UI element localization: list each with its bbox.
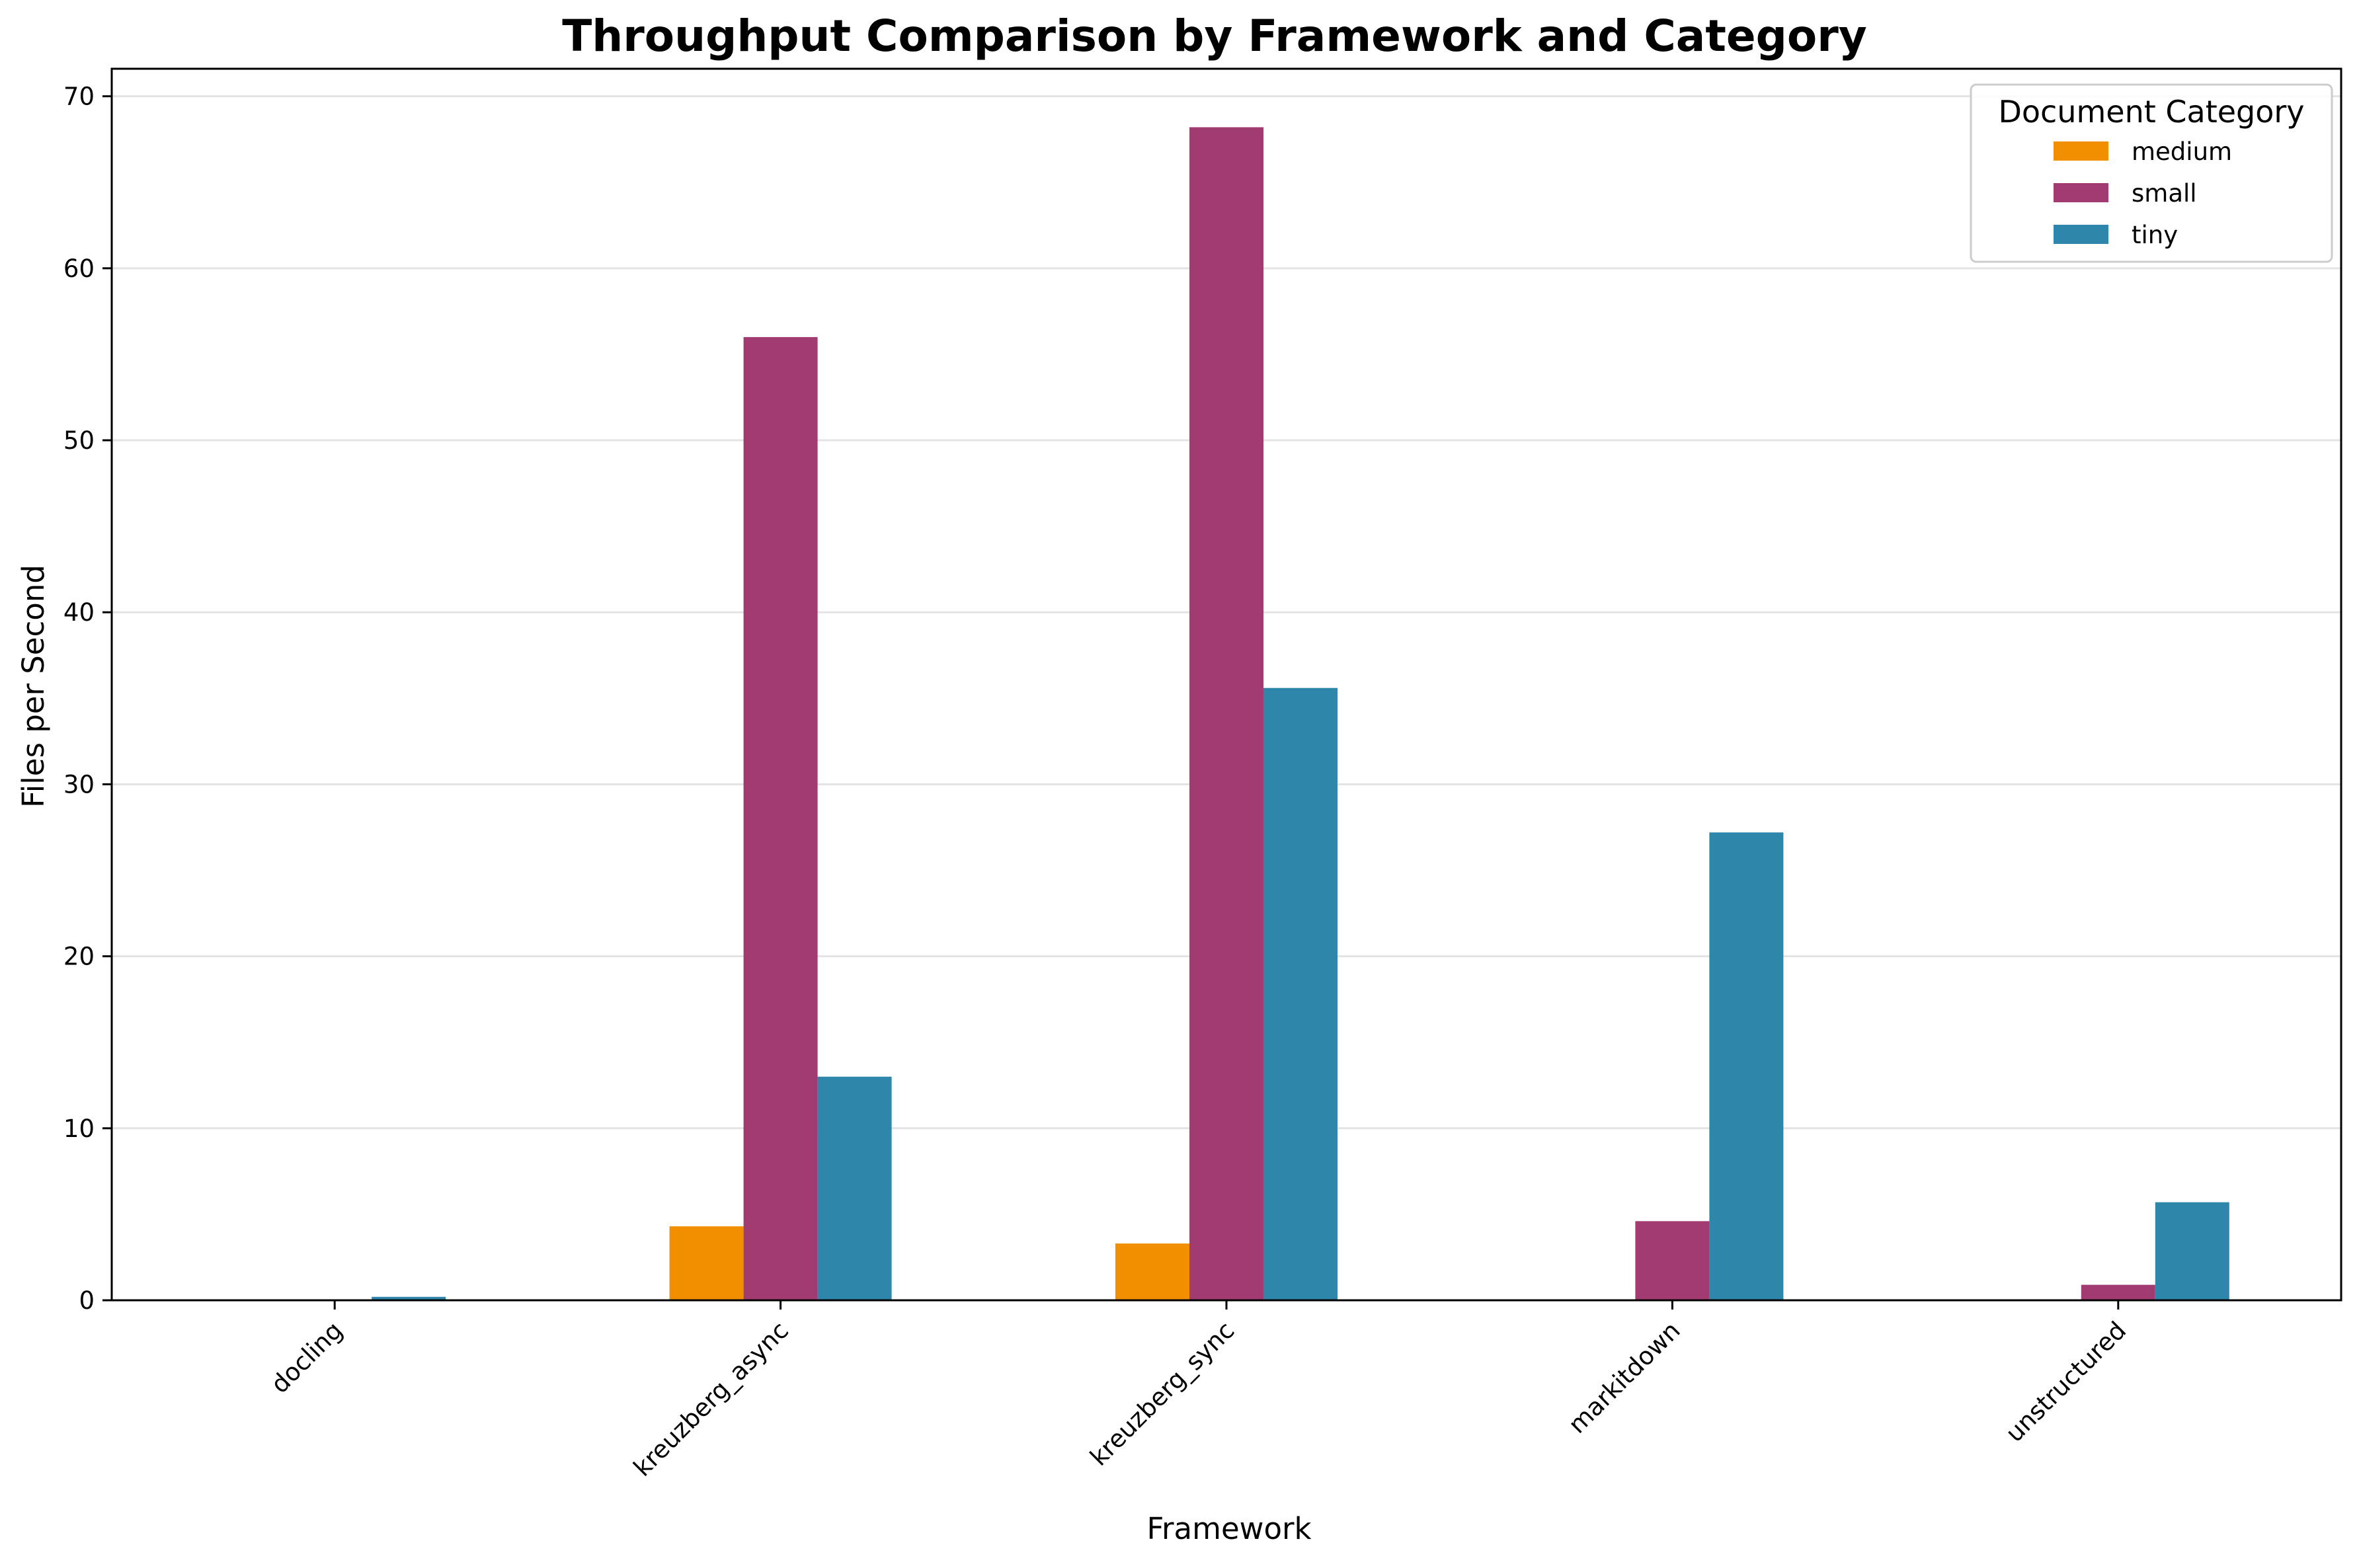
bar-small-markitdown bbox=[1635, 1221, 1710, 1300]
chart-title: Throughput Comparison by Framework and C… bbox=[562, 11, 1867, 61]
y-tick-label: 60 bbox=[63, 255, 95, 283]
legend-swatch-medium bbox=[2054, 141, 2108, 161]
y-tick-label: 50 bbox=[63, 426, 95, 455]
bars bbox=[298, 127, 2229, 1301]
bar-small-unstructured bbox=[2081, 1284, 2155, 1300]
bar-tiny-kreuzberg_sync bbox=[1263, 687, 1338, 1300]
legend-frame bbox=[1970, 83, 2333, 263]
bar-tiny-unstructured bbox=[2155, 1202, 2229, 1300]
y-tick-label: 20 bbox=[63, 943, 95, 971]
x-axis-label: Framework bbox=[1146, 1511, 1311, 1546]
legend-title: Document Category bbox=[1998, 94, 2304, 130]
y-tick-label: 70 bbox=[63, 83, 95, 111]
legend-label-tiny: tiny bbox=[2132, 221, 2178, 249]
bar-medium-kreuzberg_async bbox=[669, 1226, 744, 1300]
legend-swatch-tiny bbox=[2054, 225, 2108, 244]
legend: Document Category medium small tiny bbox=[1970, 83, 2333, 263]
y-axis-label: Files per Second bbox=[16, 565, 51, 808]
plot-frame bbox=[110, 67, 2342, 1302]
y-tick-label: 40 bbox=[63, 598, 95, 627]
legend-swatch-small bbox=[2054, 183, 2108, 202]
legend-label-medium: medium bbox=[2132, 137, 2232, 166]
bar-medium-kreuzberg_sync bbox=[1115, 1243, 1189, 1300]
bar-tiny-kreuzberg_async bbox=[817, 1076, 892, 1300]
y-tick-label: 0 bbox=[79, 1286, 95, 1315]
bar-tiny-markitdown bbox=[1709, 832, 1784, 1300]
y-tick-label: 30 bbox=[63, 770, 95, 799]
legend-label-small: small bbox=[2132, 179, 2197, 208]
bar-tiny-docling bbox=[372, 1296, 446, 1300]
bar-small-kreuzberg_sync bbox=[1189, 127, 1263, 1301]
bar-small-kreuzberg_async bbox=[743, 336, 818, 1300]
y-tick-label: 10 bbox=[63, 1115, 95, 1143]
